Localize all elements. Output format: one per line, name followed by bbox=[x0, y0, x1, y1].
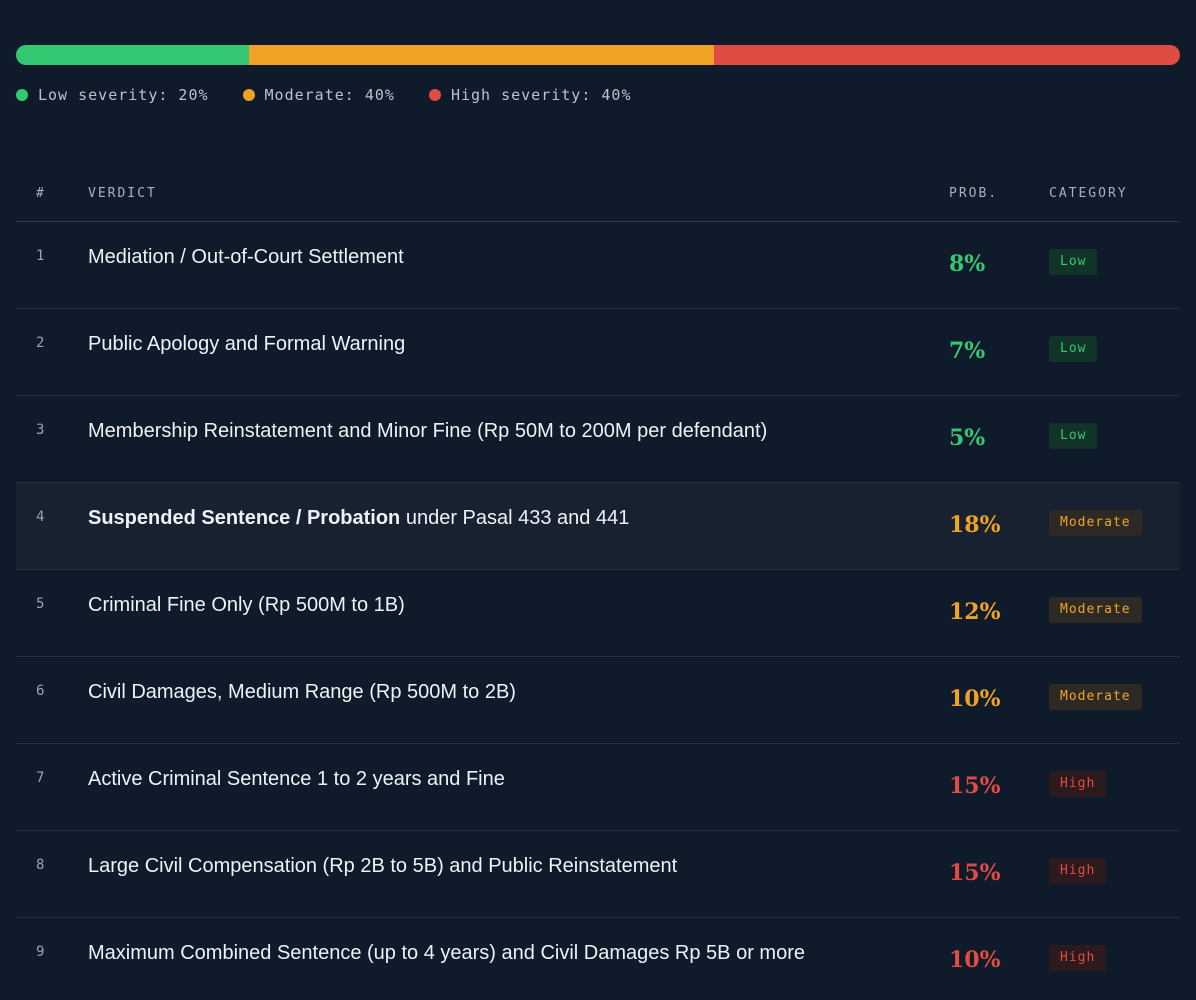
legend-dot-icon bbox=[428, 89, 441, 101]
severity-bar bbox=[16, 45, 1180, 65]
row-probability: 15% bbox=[949, 773, 1001, 799]
table-row[interactable]: 6 Civil Damages, Medium Range (Rp 500M to… bbox=[16, 657, 1180, 744]
severity-legend: Low severity: 20% Moderate: 40% High sev… bbox=[16, 84, 632, 106]
row-number: 6 bbox=[36, 683, 45, 699]
row-probability: 12% bbox=[949, 599, 1001, 625]
header-number: # bbox=[36, 186, 46, 201]
legend-label-high: High severity: 40% bbox=[450, 86, 632, 104]
legend-dot-icon bbox=[16, 89, 28, 101]
row-verdict-text: Maximum Combined Sentence (up to 4 years… bbox=[88, 942, 805, 964]
row-verdict: Suspended Sentence / Probation under Pas… bbox=[88, 507, 629, 530]
row-probability: 10% bbox=[949, 947, 1001, 973]
category-badge: Low bbox=[1049, 423, 1098, 449]
verdict-table: # VERDICT PROB. CATEGORY 1 Mediation / Ou… bbox=[16, 164, 1180, 1000]
row-verdict-text: Membership Reinstatement and Minor Fine … bbox=[88, 420, 768, 442]
category-badge: Low bbox=[1049, 336, 1098, 362]
row-verdict-text: Civil Damages, Medium Range (Rp 500M to … bbox=[88, 681, 516, 703]
severity-bar-low bbox=[16, 45, 249, 65]
category-badge: High bbox=[1049, 945, 1107, 971]
row-number: 9 bbox=[36, 944, 45, 960]
row-verdict-emphasis: Suspended Sentence / Probation bbox=[88, 507, 401, 529]
row-number: 7 bbox=[36, 770, 45, 786]
table-row[interactable]: 7 Active Criminal Sentence 1 to 2 years a… bbox=[16, 744, 1180, 831]
legend-dot-icon bbox=[242, 89, 255, 101]
row-verdict: Large Civil Compensation (Rp 2B to 5B) a… bbox=[88, 855, 677, 878]
row-number: 5 bbox=[36, 596, 45, 612]
row-probability: 10% bbox=[949, 686, 1001, 712]
table-row[interactable]: 1 Mediation / Out-of-Court Settlement 8% Lo… bbox=[16, 222, 1180, 309]
row-verdict: Public Apology and Formal Warning bbox=[88, 333, 405, 356]
row-verdict: Criminal Fine Only (Rp 500M to 1B) bbox=[88, 594, 405, 617]
row-number: 1 bbox=[36, 248, 45, 264]
category-badge: Moderate bbox=[1049, 684, 1142, 710]
row-probability: 5% bbox=[949, 425, 986, 451]
table-row[interactable]: 3 Membership Reinstatement and Minor Fine… bbox=[16, 396, 1180, 483]
header-category: CATEGORY bbox=[1049, 186, 1128, 201]
table-header: # VERDICT PROB. CATEGORY bbox=[16, 164, 1180, 222]
table-row[interactable]: 2 Public Apology and Formal Warning 7% Low bbox=[16, 309, 1180, 396]
row-number: 3 bbox=[36, 422, 45, 438]
row-verdict-text: under Pasal 433 and 441 bbox=[400, 507, 630, 529]
row-verdict-text: Active Criminal Sentence 1 to 2 years an… bbox=[88, 768, 505, 790]
header-probability: PROB. bbox=[949, 186, 999, 201]
category-badge: Moderate bbox=[1049, 597, 1142, 623]
row-probability: 8% bbox=[949, 251, 986, 277]
category-badge: High bbox=[1049, 858, 1107, 884]
row-verdict-text: Criminal Fine Only (Rp 500M to 1B) bbox=[88, 594, 405, 616]
category-badge: Moderate bbox=[1049, 510, 1142, 536]
table-row[interactable]: 4 Suspended Sentence / Probation under Pa… bbox=[16, 483, 1180, 570]
row-verdict: Mediation / Out-of-Court Settlement bbox=[88, 246, 404, 269]
category-badge: High bbox=[1049, 771, 1107, 797]
row-probability: 15% bbox=[949, 860, 1001, 886]
row-probability: 18% bbox=[949, 512, 1001, 538]
row-verdict-text: Large Civil Compensation (Rp 2B to 5B) a… bbox=[88, 855, 678, 877]
table-row[interactable]: 5 Criminal Fine Only (Rp 500M to 1B) 12% Mo… bbox=[16, 570, 1180, 657]
row-verdict: Active Criminal Sentence 1 to 2 years an… bbox=[88, 768, 505, 791]
row-number: 2 bbox=[36, 335, 45, 351]
legend-item-low: Low severity: 20% bbox=[16, 86, 209, 104]
severity-bar-moderate bbox=[248, 45, 715, 65]
row-number: 8 bbox=[36, 857, 45, 873]
row-number: 4 bbox=[36, 509, 45, 525]
legend-item-high: High severity: 40% bbox=[428, 86, 632, 104]
legend-label-moderate: Moderate: 40% bbox=[264, 86, 395, 104]
table-body: 1 Mediation / Out-of-Court Settlement 8% Lo… bbox=[16, 222, 1180, 1000]
row-verdict-text: Public Apology and Formal Warning bbox=[88, 333, 406, 355]
legend-label-low: Low severity: 20% bbox=[38, 86, 209, 104]
category-badge: Low bbox=[1049, 249, 1098, 275]
row-verdict: Membership Reinstatement and Minor Fine … bbox=[88, 420, 767, 443]
row-probability: 7% bbox=[949, 338, 986, 364]
severity-bar-high bbox=[714, 45, 1180, 65]
row-verdict: Civil Damages, Medium Range (Rp 500M to … bbox=[88, 681, 516, 704]
row-verdict-text: Mediation / Out-of-Court Settlement bbox=[88, 246, 404, 268]
legend-item-moderate: Moderate: 40% bbox=[242, 86, 395, 104]
row-verdict: Maximum Combined Sentence (up to 4 years… bbox=[88, 942, 805, 965]
header-verdict: VERDICT bbox=[88, 186, 157, 201]
table-row[interactable]: 8 Large Civil Compensation (Rp 2B to 5B) … bbox=[16, 831, 1180, 918]
table-row[interactable]: 9 Maximum Combined Sentence (up to 4 year… bbox=[16, 918, 1180, 1000]
